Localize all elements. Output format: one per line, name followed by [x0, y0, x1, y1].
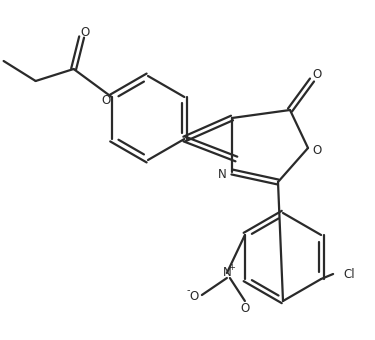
Text: O: O — [80, 27, 89, 39]
Text: O: O — [101, 95, 110, 107]
Text: O: O — [312, 143, 322, 156]
Text: N: N — [217, 168, 226, 181]
Text: N: N — [222, 267, 231, 279]
Text: Cl: Cl — [343, 268, 355, 280]
Text: O: O — [240, 303, 249, 316]
Text: +: + — [228, 264, 236, 272]
Text: O: O — [189, 290, 198, 304]
Text: O: O — [312, 68, 322, 82]
Text: -: - — [186, 285, 190, 295]
